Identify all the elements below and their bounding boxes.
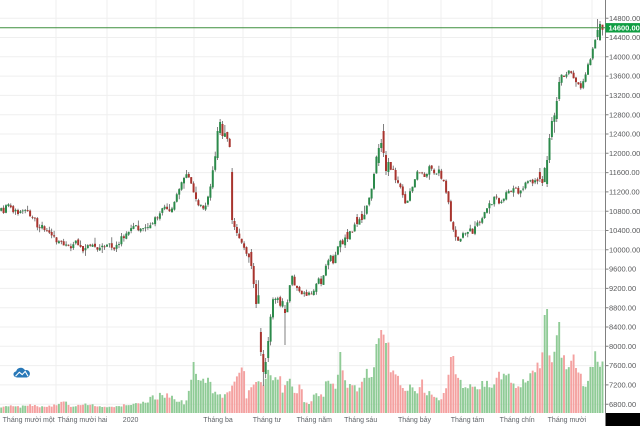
- svg-text:8800.00: 8800.00: [609, 303, 636, 312]
- svg-text:8400.00: 8400.00: [609, 323, 636, 332]
- svg-text:12800.00: 12800.00: [609, 110, 640, 119]
- svg-text:10400.00: 10400.00: [609, 226, 640, 235]
- svg-text:6800.00: 6800.00: [609, 400, 636, 409]
- svg-text:13200.00: 13200.00: [609, 91, 640, 100]
- svg-text:9200.00: 9200.00: [609, 284, 636, 293]
- svg-text:Tháng tư: Tháng tư: [253, 417, 282, 424]
- svg-text:2020: 2020: [123, 417, 139, 424]
- svg-text:Tháng sáu: Tháng sáu: [344, 417, 377, 424]
- svg-text:Tháng chín: Tháng chín: [500, 417, 535, 424]
- svg-text:10000.00: 10000.00: [609, 245, 640, 254]
- svg-text:7200.00: 7200.00: [609, 381, 636, 390]
- svg-text:Tháng ba: Tháng ba: [203, 417, 233, 424]
- svg-text:12400.00: 12400.00: [609, 130, 640, 139]
- svg-text:11600.00: 11600.00: [609, 168, 640, 177]
- svg-text:9600.00: 9600.00: [609, 265, 636, 274]
- svg-text:14000.00: 14000.00: [609, 52, 640, 61]
- svg-text:14800.00: 14800.00: [609, 14, 640, 23]
- svg-text:Tháng tám: Tháng tám: [451, 417, 485, 424]
- svg-text:Tháng mười một: Tháng mười một: [3, 417, 55, 424]
- svg-text:7600.00: 7600.00: [609, 361, 636, 370]
- svg-text:Tháng mười: Tháng mười: [548, 417, 587, 424]
- svg-text:10800.00: 10800.00: [609, 207, 640, 216]
- svg-text:14600.00: 14600.00: [609, 24, 640, 33]
- svg-text:13600.00: 13600.00: [609, 72, 640, 81]
- svg-text:12000.00: 12000.00: [609, 149, 640, 158]
- svg-text:Tháng bảy: Tháng bảy: [398, 417, 432, 424]
- svg-text:8000.00: 8000.00: [609, 342, 636, 351]
- svg-text:Tháng năm: Tháng năm: [297, 417, 333, 424]
- svg-text:Tháng mười hai: Tháng mười hai: [58, 417, 108, 424]
- svg-text:11200.00: 11200.00: [609, 188, 640, 197]
- svg-text:14400.00: 14400.00: [609, 33, 640, 42]
